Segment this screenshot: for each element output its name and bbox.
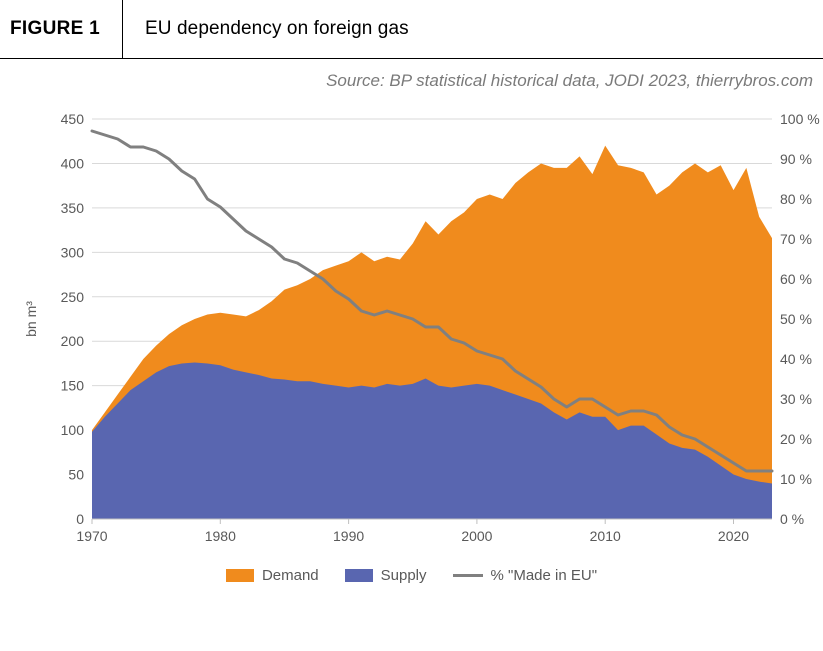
legend-swatch-supply xyxy=(345,569,373,582)
x-tick: 2010 xyxy=(590,528,621,544)
legend-item-made-in-eu: % "Made in EU" xyxy=(453,567,598,584)
y-left-label: bn m³ xyxy=(23,301,39,337)
x-tick: 1990 xyxy=(333,528,364,544)
y-left-tick: 450 xyxy=(61,111,85,127)
y-right-tick: 70 % xyxy=(780,231,812,247)
y-right-tick: 10 % xyxy=(780,471,812,487)
y-left-tick: 50 xyxy=(68,467,84,483)
x-tick: 2020 xyxy=(718,528,749,544)
y-right-tick: 20 % xyxy=(780,431,812,447)
y-left-tick: 150 xyxy=(61,378,85,394)
x-tick: 1970 xyxy=(76,528,107,544)
y-left-tick: 0 xyxy=(76,511,84,527)
chart-container: 0 50 100 150 200 250 300 350 400 450 0 % 10 % 20 % 30… xyxy=(0,99,823,553)
figure-header: FIGURE 1 EU dependency on foreign gas xyxy=(0,0,823,59)
legend-label-demand: Demand xyxy=(262,567,319,584)
y-right-tick: 0 % xyxy=(780,511,804,527)
y-right-tick: 80 % xyxy=(780,191,812,207)
legend-label-made-in-eu: % "Made in EU" xyxy=(491,567,598,584)
y-left-tick: 400 xyxy=(61,155,85,171)
y-left-tick: 300 xyxy=(61,244,85,260)
chart-legend: Demand Supply % "Made in EU" xyxy=(0,553,823,594)
legend-item-demand: Demand xyxy=(226,567,319,584)
y-right-tick: 100 % xyxy=(780,111,820,127)
y-right-tick: 30 % xyxy=(780,391,812,407)
y-left-tick: 100 xyxy=(61,422,85,438)
y-right-tick: 60 % xyxy=(780,271,812,287)
legend-item-supply: Supply xyxy=(345,567,427,584)
x-tick: 2000 xyxy=(461,528,492,544)
legend-swatch-made-in-eu xyxy=(453,574,483,577)
y-left-tick: 350 xyxy=(61,200,85,216)
y-right-tick: 50 % xyxy=(780,311,812,327)
legend-swatch-demand xyxy=(226,569,254,582)
legend-label-supply: Supply xyxy=(381,567,427,584)
source-citation: Source: BP statistical historical data, … xyxy=(0,65,823,99)
y-left-tick: 200 xyxy=(61,333,85,349)
figure-label: FIGURE 1 xyxy=(0,0,123,58)
y-right-tick: 90 % xyxy=(780,151,812,167)
dependency-chart: 0 50 100 150 200 250 300 350 400 450 0 % 10 % 20 % 30… xyxy=(20,109,823,553)
y-left-tick: 250 xyxy=(61,289,85,305)
figure-title: EU dependency on foreign gas xyxy=(123,0,409,58)
x-tick: 1980 xyxy=(205,528,236,544)
y-right-tick: 40 % xyxy=(780,351,812,367)
